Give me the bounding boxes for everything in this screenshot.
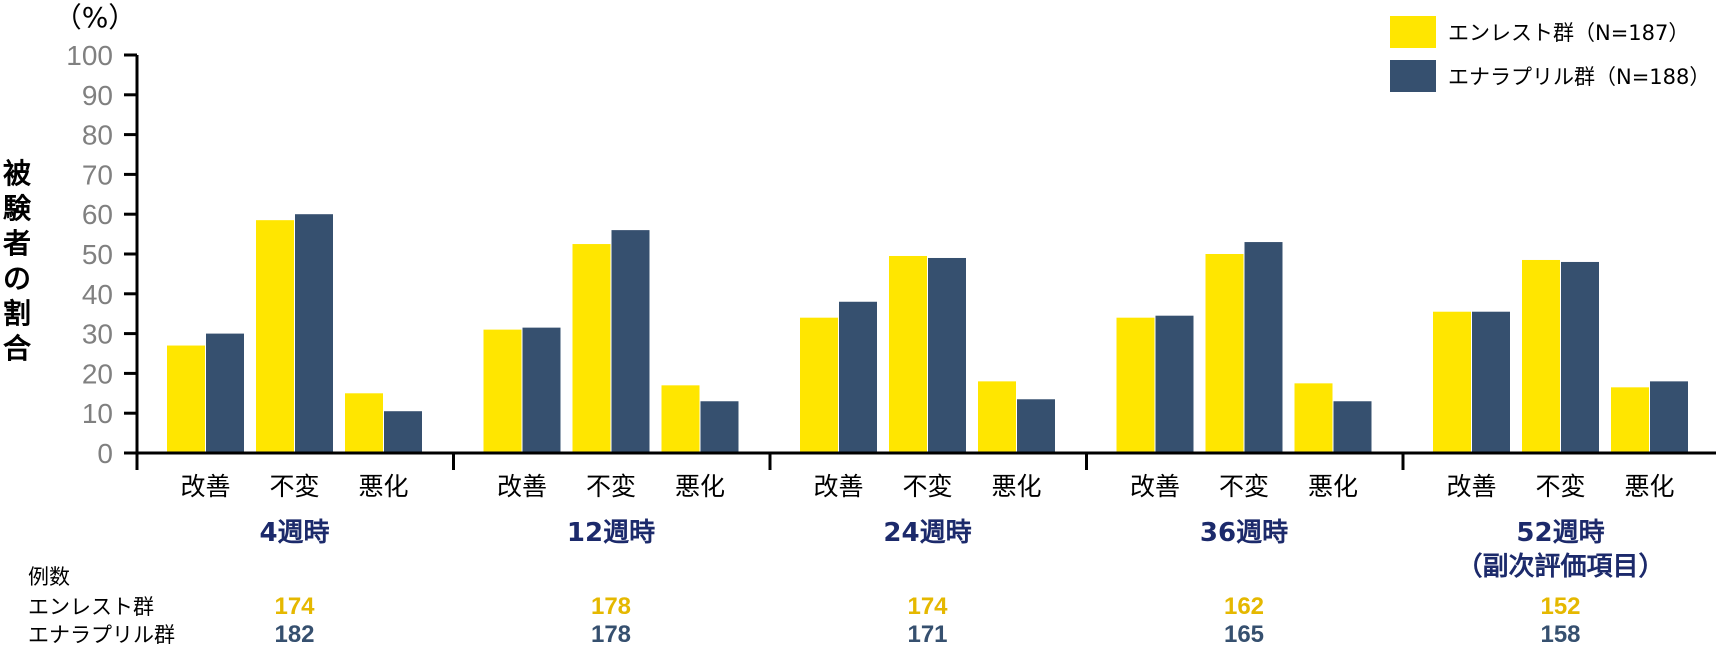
n-table-value: 158 bbox=[1540, 621, 1580, 648]
bar bbox=[661, 385, 700, 453]
bar bbox=[800, 317, 838, 453]
n-table-title: 例数 bbox=[28, 565, 70, 589]
bar bbox=[295, 214, 333, 453]
y-tick-label: 90 bbox=[82, 80, 113, 111]
category-label: 悪化 bbox=[1624, 472, 1674, 501]
n-table-value: 174 bbox=[274, 593, 315, 620]
y-axis-label-char: 被 bbox=[3, 157, 31, 190]
bar bbox=[1116, 317, 1155, 453]
bar bbox=[1155, 315, 1194, 453]
n-table-value: 178 bbox=[591, 621, 631, 648]
group-label: 24週時 bbox=[883, 518, 971, 548]
y-tick-label: 60 bbox=[82, 199, 113, 230]
group-label: 36週時 bbox=[1200, 518, 1288, 548]
group-label: 12週時 bbox=[567, 518, 655, 548]
bar bbox=[1244, 242, 1283, 453]
y-axis-label-char: 者 bbox=[3, 227, 31, 260]
n-table-value: 174 bbox=[907, 593, 948, 620]
n-table-value: 165 bbox=[1224, 621, 1264, 648]
bar bbox=[522, 327, 561, 453]
n-table-row-label: エンレスト群 bbox=[28, 595, 154, 619]
legend-swatch bbox=[1390, 16, 1436, 48]
group-sublabel: （副次評価項目） bbox=[1456, 551, 1664, 582]
bar bbox=[700, 401, 739, 453]
legend-label: エナラプリル群（N=188） bbox=[1448, 65, 1710, 89]
category-label: 悪化 bbox=[358, 472, 408, 501]
category-label: 改善 bbox=[813, 472, 863, 501]
category-label: 不変 bbox=[1219, 472, 1269, 501]
bar bbox=[889, 255, 927, 453]
bar bbox=[839, 301, 877, 453]
category-label: 不変 bbox=[902, 472, 952, 501]
bar bbox=[1433, 311, 1471, 453]
n-table-value: 182 bbox=[274, 621, 314, 648]
category-label: 不変 bbox=[1535, 472, 1585, 501]
bar bbox=[256, 220, 294, 453]
bar bbox=[1294, 383, 1333, 453]
bar bbox=[978, 381, 1016, 453]
legend-swatch bbox=[1390, 60, 1436, 92]
category-label: 不変 bbox=[586, 472, 636, 501]
y-tick-label: 0 bbox=[97, 438, 113, 469]
bar bbox=[1650, 381, 1688, 453]
group-label: 4週時 bbox=[259, 518, 329, 548]
y-tick-label: 10 bbox=[82, 398, 113, 429]
bar bbox=[1333, 401, 1372, 453]
category-label: 不変 bbox=[269, 472, 319, 501]
bar bbox=[928, 257, 966, 453]
y-axis-label-char: 験 bbox=[3, 192, 32, 225]
y-tick-label: 80 bbox=[82, 120, 113, 151]
y-axis-label-char: 割 bbox=[3, 297, 31, 330]
n-table-value: 152 bbox=[1540, 593, 1580, 620]
bar bbox=[1017, 399, 1055, 453]
n-table-row-label: エナラプリル群 bbox=[28, 623, 175, 647]
bar bbox=[611, 230, 650, 453]
y-tick-label: 50 bbox=[82, 239, 113, 270]
y-tick-label: 100 bbox=[66, 40, 113, 71]
bar bbox=[206, 333, 244, 453]
n-table-value: 178 bbox=[591, 593, 631, 620]
bars bbox=[167, 214, 1688, 453]
legend: エンレスト群（N=187） エナラプリル群（N=188） bbox=[1390, 16, 1710, 92]
bar bbox=[572, 244, 611, 453]
bar bbox=[384, 411, 422, 453]
bar bbox=[1522, 259, 1560, 453]
category-label: 改善 bbox=[497, 472, 547, 501]
category-label: 改善 bbox=[1130, 472, 1180, 501]
bar bbox=[1611, 387, 1649, 453]
category-label: 悪化 bbox=[991, 472, 1041, 501]
y-tick-label: 40 bbox=[82, 279, 113, 310]
category-label: 改善 bbox=[1446, 472, 1496, 501]
bar bbox=[1205, 254, 1244, 453]
category-label: 改善 bbox=[180, 472, 230, 501]
category-label: 悪化 bbox=[1308, 472, 1358, 501]
y-tick-label: 30 bbox=[82, 319, 113, 350]
n-table-value: 162 bbox=[1224, 593, 1264, 620]
n-table-value: 171 bbox=[907, 621, 947, 648]
y-axis-label-char: の bbox=[3, 262, 31, 295]
bar bbox=[1561, 261, 1599, 453]
legend-label: エンレスト群（N=187） bbox=[1448, 21, 1689, 45]
bar bbox=[167, 345, 205, 453]
y-tick-label: 20 bbox=[82, 358, 113, 389]
bar bbox=[345, 393, 383, 453]
y-tick-label: 70 bbox=[82, 159, 113, 190]
bar bbox=[1472, 311, 1510, 453]
y-axis-label-char: 合 bbox=[3, 332, 32, 365]
bar bbox=[483, 329, 522, 453]
y-axis-unit: （%） bbox=[54, 1, 137, 34]
group-label: 52週時 bbox=[1516, 518, 1604, 548]
category-label: 悪化 bbox=[675, 472, 725, 501]
